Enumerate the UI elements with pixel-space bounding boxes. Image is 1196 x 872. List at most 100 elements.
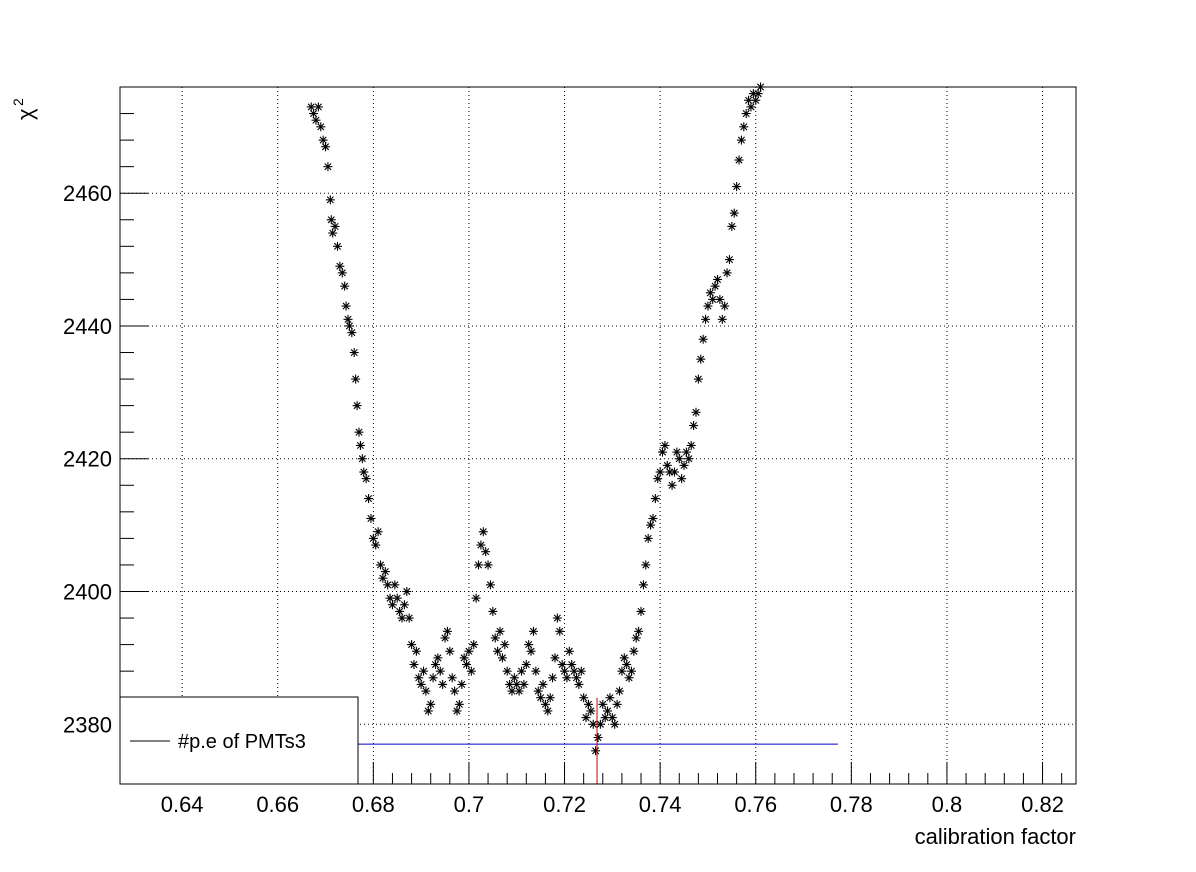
data-point-stroke bbox=[503, 667, 511, 675]
data-point bbox=[729, 208, 739, 218]
data-points-layer bbox=[306, 82, 766, 756]
data-point bbox=[502, 666, 512, 676]
data-point-stroke bbox=[556, 627, 564, 635]
data-point bbox=[447, 673, 457, 683]
data-point-stroke bbox=[603, 707, 612, 715]
data-point-stroke bbox=[333, 242, 342, 250]
data-point-stroke bbox=[441, 634, 449, 642]
data-point-stroke bbox=[510, 674, 518, 682]
data-point bbox=[514, 686, 524, 696]
data-point bbox=[466, 666, 476, 676]
data-point-stroke bbox=[678, 475, 686, 483]
data-point bbox=[677, 474, 687, 484]
data-point bbox=[364, 494, 374, 504]
data-point-stroke bbox=[620, 654, 628, 662]
data-point-stroke bbox=[422, 687, 430, 695]
data-point bbox=[450, 686, 460, 696]
data-point bbox=[404, 613, 414, 623]
data-point bbox=[724, 255, 734, 265]
data-point bbox=[378, 573, 388, 583]
data-point-stroke bbox=[544, 707, 552, 715]
data-point bbox=[524, 640, 534, 650]
data-point bbox=[583, 699, 593, 709]
data-point-stroke bbox=[553, 614, 561, 622]
data-point bbox=[361, 474, 371, 484]
data-point bbox=[658, 447, 668, 457]
data-point bbox=[669, 467, 679, 477]
data-point-stroke bbox=[446, 647, 454, 655]
data-point bbox=[335, 261, 345, 271]
data-point bbox=[581, 713, 591, 723]
data-point-stroke bbox=[718, 315, 726, 323]
x-tick-label: 0.74 bbox=[639, 792, 682, 817]
data-point-stroke bbox=[692, 408, 700, 416]
data-point bbox=[662, 460, 672, 470]
data-point-stroke bbox=[310, 109, 318, 118]
data-point-stroke bbox=[625, 674, 633, 682]
data-point bbox=[483, 560, 493, 570]
data-point bbox=[332, 241, 342, 251]
data-point-stroke bbox=[589, 720, 597, 728]
data-point-stroke bbox=[685, 455, 693, 463]
data-point bbox=[603, 706, 613, 716]
data-point bbox=[679, 460, 689, 470]
data-point-stroke bbox=[587, 707, 595, 715]
data-point-stroke bbox=[396, 607, 404, 615]
data-point-stroke bbox=[563, 674, 571, 682]
data-point bbox=[459, 653, 469, 663]
data-point bbox=[457, 679, 467, 689]
y-tick-label: 2380 bbox=[63, 712, 112, 737]
data-point-stroke bbox=[436, 667, 444, 675]
data-point bbox=[672, 447, 682, 457]
data-point-stroke bbox=[549, 674, 557, 682]
data-point bbox=[571, 673, 581, 683]
y-tick-label: 2400 bbox=[63, 579, 112, 604]
data-point bbox=[309, 109, 319, 119]
data-point bbox=[533, 686, 543, 696]
data-point bbox=[351, 374, 361, 384]
data-point bbox=[696, 354, 706, 364]
data-point bbox=[746, 102, 756, 112]
data-point-stroke bbox=[546, 694, 554, 702]
data-point-stroke bbox=[508, 687, 516, 695]
data-point bbox=[414, 673, 424, 683]
data-point-stroke bbox=[369, 534, 377, 542]
data-point bbox=[500, 640, 510, 650]
data-point-stroke bbox=[367, 514, 375, 523]
data-point bbox=[509, 673, 519, 683]
data-point-stroke bbox=[443, 627, 452, 635]
data-point bbox=[390, 580, 400, 590]
data-point-stroke bbox=[690, 421, 698, 430]
x-tick-label: 0.7 bbox=[454, 792, 485, 817]
data-point bbox=[430, 660, 440, 670]
data-point-stroke bbox=[427, 700, 435, 708]
data-point bbox=[713, 275, 722, 285]
data-point bbox=[624, 673, 634, 683]
data-point-stroke bbox=[352, 375, 360, 383]
data-point-stroke bbox=[391, 581, 399, 589]
data-point bbox=[321, 142, 331, 152]
data-point-stroke bbox=[462, 660, 471, 669]
data-point-stroke bbox=[312, 116, 320, 124]
data-point-stroke bbox=[529, 627, 538, 635]
data-point bbox=[739, 122, 749, 132]
data-point bbox=[705, 288, 715, 298]
data-point bbox=[634, 626, 644, 636]
data-point bbox=[493, 646, 503, 656]
data-point-stroke bbox=[405, 614, 413, 622]
data-point-stroke bbox=[486, 581, 495, 589]
data-point bbox=[593, 733, 603, 743]
data-point-stroke bbox=[319, 136, 327, 144]
data-point-stroke bbox=[517, 667, 526, 675]
data-point bbox=[376, 560, 386, 570]
data-point-stroke bbox=[381, 568, 389, 576]
data-point-stroke bbox=[735, 156, 743, 164]
data-point-stroke bbox=[606, 694, 614, 702]
data-point-stroke bbox=[740, 123, 748, 131]
data-point-stroke bbox=[704, 302, 712, 310]
data-point bbox=[555, 626, 565, 636]
data-point-stroke bbox=[362, 475, 370, 483]
data-point-stroke bbox=[455, 700, 463, 708]
data-point-stroke bbox=[568, 660, 576, 669]
